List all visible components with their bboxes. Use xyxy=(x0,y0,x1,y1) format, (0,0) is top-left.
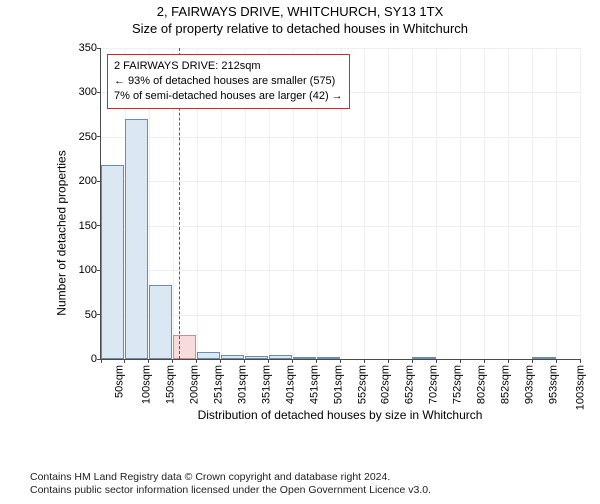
ytick-label: 250 xyxy=(79,131,101,143)
gridline-v xyxy=(460,48,461,359)
xtick-label: 351sqm xyxy=(260,365,272,404)
xtick-mark xyxy=(508,359,509,363)
xtick-mark xyxy=(124,359,125,363)
legend-line: 7% of semi-detached houses are larger (4… xyxy=(114,89,343,104)
xtick-mark xyxy=(101,359,102,363)
histogram-bar xyxy=(173,335,196,359)
histogram-bar xyxy=(412,357,435,359)
legend-line: 2 FAIRWAYS DRIVE: 212sqm xyxy=(114,59,343,74)
y-axis-label: Number of detached properties xyxy=(54,48,70,418)
histogram-bar xyxy=(125,119,148,359)
xtick-label: 301sqm xyxy=(236,365,248,404)
page-title: 2, FAIRWAYS DRIVE, WHITCHURCH, SY13 1TX xyxy=(0,4,600,19)
xtick-mark xyxy=(556,359,557,363)
histogram-bar xyxy=(197,352,220,359)
footer-line: Contains HM Land Registry data © Crown c… xyxy=(30,471,431,485)
xtick-label: 852sqm xyxy=(500,365,512,404)
xtick-mark xyxy=(220,359,221,363)
legend-line: ← 93% of detached houses are smaller (57… xyxy=(114,74,343,89)
xtick-mark xyxy=(340,359,341,363)
xtick-mark xyxy=(532,359,533,363)
gridline-v xyxy=(484,48,485,359)
xtick-label: 451sqm xyxy=(308,365,320,404)
xtick-label: 953sqm xyxy=(548,365,560,404)
xtick-label: 602sqm xyxy=(380,365,392,404)
gridline-v xyxy=(436,48,437,359)
gridline-v xyxy=(388,48,389,359)
xtick-mark xyxy=(292,359,293,363)
ytick-label: 0 xyxy=(91,353,101,365)
xtick-label: 652sqm xyxy=(404,365,416,404)
title-block: 2, FAIRWAYS DRIVE, WHITCHURCH, SY13 1TX … xyxy=(0,4,600,36)
xtick-mark xyxy=(268,359,269,363)
ytick-label: 100 xyxy=(79,264,101,276)
gridline-v xyxy=(508,48,509,359)
xtick-mark xyxy=(388,359,389,363)
xtick-label: 150sqm xyxy=(164,365,176,404)
ytick-label: 200 xyxy=(79,175,101,187)
xtick-mark xyxy=(484,359,485,363)
ytick-label: 50 xyxy=(85,309,101,321)
histogram-bar xyxy=(317,357,340,359)
footer: Contains HM Land Registry data © Crown c… xyxy=(30,471,431,498)
histogram-bar xyxy=(269,355,292,359)
gridline-v xyxy=(412,48,413,359)
xtick-label: 802sqm xyxy=(476,365,488,404)
xtick-label: 702sqm xyxy=(428,365,440,404)
xtick-label: 501sqm xyxy=(332,365,344,404)
gridline-v xyxy=(580,48,581,359)
xtick-label: 1003sqm xyxy=(575,365,587,410)
histogram-bar xyxy=(245,356,268,359)
plot-area: 05010015020025030035050sqm100sqm150sqm20… xyxy=(100,48,580,360)
xtick-label: 401sqm xyxy=(284,365,296,404)
xtick-label: 903sqm xyxy=(524,365,536,404)
gridline-v xyxy=(556,48,557,359)
chart: Number of detached properties 0501001502… xyxy=(54,48,584,418)
gridline-v xyxy=(532,48,533,359)
histogram-bar xyxy=(221,355,244,359)
histogram-bar xyxy=(293,357,316,359)
ytick-label: 300 xyxy=(79,86,101,98)
xtick-mark xyxy=(196,359,197,363)
footer-line: Contains public sector information licen… xyxy=(30,484,431,498)
xtick-mark xyxy=(148,359,149,363)
gridline-v xyxy=(364,48,365,359)
xtick-label: 552sqm xyxy=(356,365,368,404)
xtick-label: 50sqm xyxy=(114,365,126,398)
xtick-mark xyxy=(172,359,173,363)
histogram-bar xyxy=(101,165,124,359)
xtick-label: 251sqm xyxy=(212,365,224,404)
xtick-mark xyxy=(412,359,413,363)
xtick-mark xyxy=(460,359,461,363)
histogram-bar xyxy=(149,285,172,359)
x-axis-label: Distribution of detached houses by size … xyxy=(100,408,580,422)
ytick-label: 350 xyxy=(79,42,101,54)
histogram-bar xyxy=(532,357,555,359)
xtick-mark xyxy=(244,359,245,363)
xtick-mark xyxy=(580,359,581,363)
xtick-label: 100sqm xyxy=(141,365,153,404)
page-subtitle: Size of property relative to detached ho… xyxy=(0,21,600,36)
xtick-label: 200sqm xyxy=(188,365,200,404)
legend-box: 2 FAIRWAYS DRIVE: 212sqm← 93% of detache… xyxy=(107,54,350,109)
xtick-mark xyxy=(316,359,317,363)
ytick-label: 150 xyxy=(79,220,101,232)
xtick-mark xyxy=(436,359,437,363)
xtick-mark xyxy=(364,359,365,363)
xtick-label: 752sqm xyxy=(452,365,464,404)
